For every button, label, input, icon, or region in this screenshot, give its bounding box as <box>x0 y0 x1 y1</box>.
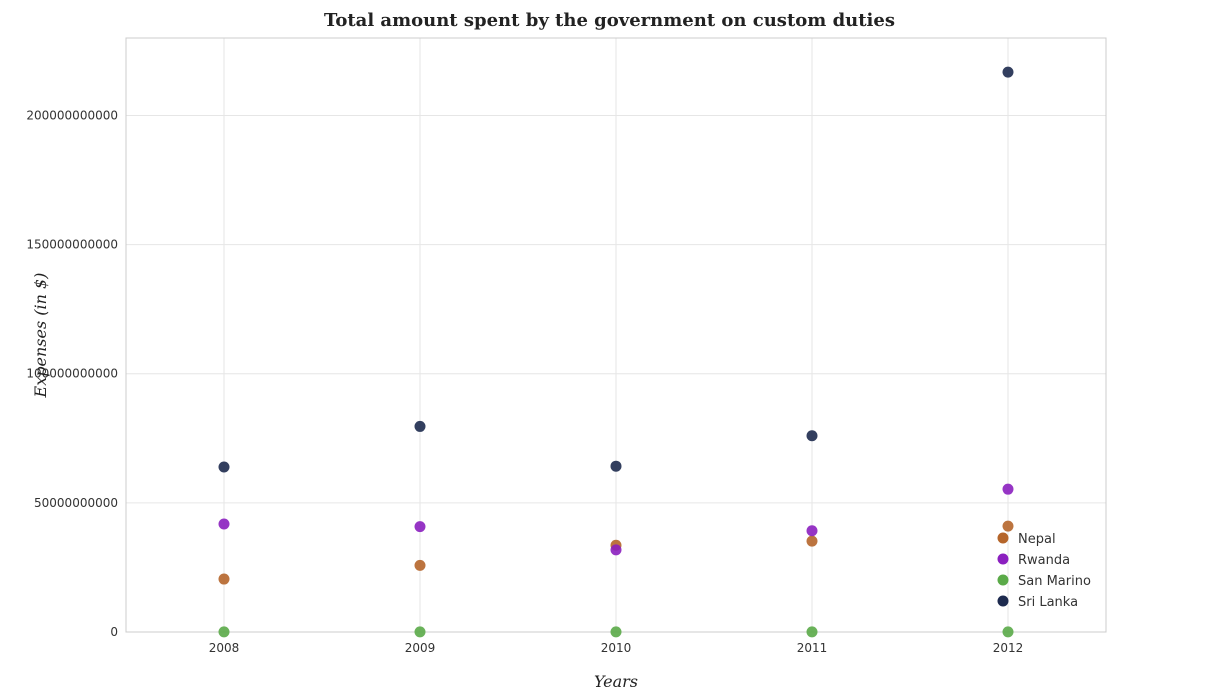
point-rwanda-2012 <box>1002 483 1014 495</box>
legend-marker-rwanda <box>997 553 1009 565</box>
chart-title: Total amount spent by the government on … <box>324 10 895 31</box>
point-nepal-2008 <box>218 573 230 585</box>
legend-label-sri-lanka: Sri Lanka <box>1018 595 1078 610</box>
point-nepal-2012 <box>1002 520 1014 532</box>
y-tick-label: 150000000000 <box>26 238 118 252</box>
point-sri-lanka-2009 <box>414 420 426 432</box>
point-sri-lanka-2011 <box>806 430 818 442</box>
x-tick-label: 2008 <box>209 641 240 655</box>
point-san-marino-2011 <box>806 626 818 638</box>
y-tick-label: 50000000000 <box>34 496 118 510</box>
y-tick-label: 100000000000 <box>26 367 118 381</box>
legend: Nepal Rwanda San Marino Sri Lanka <box>997 532 1091 610</box>
legend-label-rwanda: Rwanda <box>1018 553 1070 568</box>
point-sri-lanka-2010 <box>610 460 622 472</box>
x-axis-label: Years <box>594 672 638 691</box>
point-nepal-2009 <box>414 559 426 571</box>
x-tick-label: 2011 <box>797 641 828 655</box>
legend-marker-nepal <box>997 532 1009 544</box>
point-rwanda-2010 <box>610 544 622 556</box>
point-san-marino-2008 <box>218 626 230 638</box>
y-tick-label: 0 <box>110 625 118 639</box>
y-axis-label: Expenses (in $) <box>31 273 50 399</box>
point-san-marino-2009 <box>414 626 426 638</box>
point-sri-lanka-2012 <box>1002 66 1014 78</box>
point-nepal-2011 <box>806 535 818 547</box>
point-rwanda-2008 <box>218 518 230 530</box>
legend-label-nepal: Nepal <box>1018 532 1056 547</box>
x-tick-label: 2010 <box>601 641 632 655</box>
point-san-marino-2010 <box>610 626 622 638</box>
x-tick-label: 2009 <box>405 641 436 655</box>
legend-marker-san-marino <box>997 574 1009 586</box>
x-tick-label: 2012 <box>993 641 1024 655</box>
y-tick-label: 200000000000 <box>26 108 118 122</box>
points-layer <box>218 66 1014 638</box>
point-rwanda-2011 <box>806 525 818 537</box>
legend-marker-sri-lanka <box>997 595 1009 607</box>
point-rwanda-2009 <box>414 521 426 533</box>
point-san-marino-2012 <box>1002 626 1014 638</box>
legend-label-san-marino: San Marino <box>1018 574 1091 589</box>
tick-layer: 0 50000000000 100000000000 150000000000 2000… <box>26 108 1023 655</box>
point-sri-lanka-2008 <box>218 461 230 473</box>
